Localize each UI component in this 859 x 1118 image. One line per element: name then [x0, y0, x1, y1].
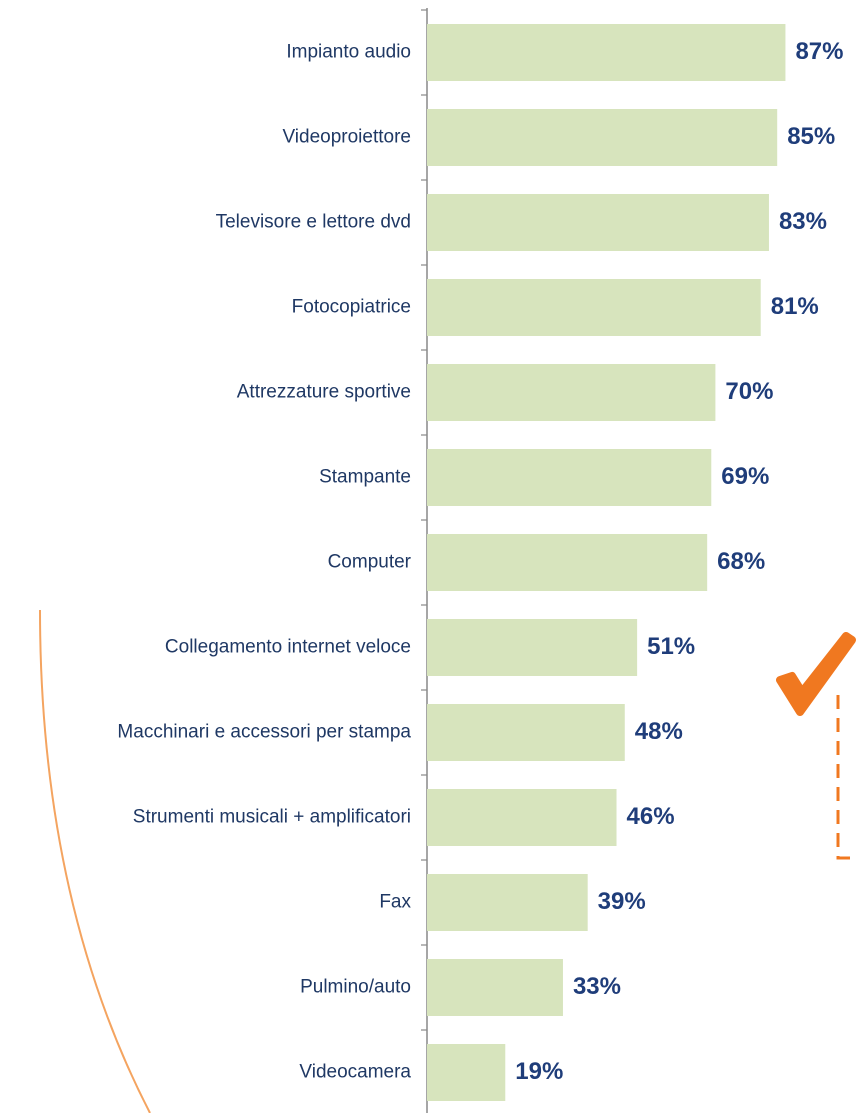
bar	[427, 874, 588, 931]
bar	[427, 959, 563, 1016]
bar	[427, 449, 712, 506]
value-label: 39%	[598, 888, 646, 915]
category-label: Computer	[328, 552, 412, 573]
bar	[427, 364, 716, 421]
decorative-arc	[39, 609, 151, 1114]
category-label: Stampante	[319, 467, 411, 488]
category-label: Pulmino/auto	[300, 977, 411, 998]
bar	[427, 24, 786, 81]
bar	[427, 789, 617, 846]
value-label: 51%	[647, 633, 695, 660]
bar	[427, 279, 761, 336]
category-label: Fotocopiatrice	[292, 297, 411, 318]
dashed-box	[836, 695, 859, 860]
bar	[427, 619, 638, 676]
category-label: Impianto audio	[286, 42, 411, 63]
value-label: 69%	[721, 463, 769, 490]
category-label: Fax	[379, 892, 411, 913]
bar	[427, 704, 625, 761]
category-label: Strumenti musicali + amplificatori	[133, 807, 411, 828]
value-label: 70%	[725, 378, 773, 405]
bar	[427, 1044, 506, 1101]
value-label: 48%	[635, 718, 683, 745]
value-label: 33%	[573, 973, 621, 1000]
category-label: Videoproiettore	[282, 127, 411, 148]
value-label: 83%	[779, 208, 827, 235]
value-label: 19%	[515, 1058, 563, 1085]
bar	[427, 194, 769, 251]
category-label: Videocamera	[299, 1062, 411, 1083]
value-label: 87%	[795, 38, 843, 65]
value-label: 85%	[787, 123, 835, 150]
value-label: 68%	[717, 548, 765, 575]
category-label: Collegamento internet veloce	[165, 637, 411, 658]
check-icon	[776, 632, 856, 716]
category-label: Attrezzature sportive	[237, 382, 411, 403]
category-label: Macchinari e accessori per stampa	[117, 722, 411, 743]
bar	[427, 534, 708, 591]
value-label: 46%	[627, 803, 675, 830]
bar	[427, 109, 778, 166]
category-label: Televisore e lettore dvd	[216, 212, 411, 233]
value-label: 81%	[771, 293, 819, 320]
